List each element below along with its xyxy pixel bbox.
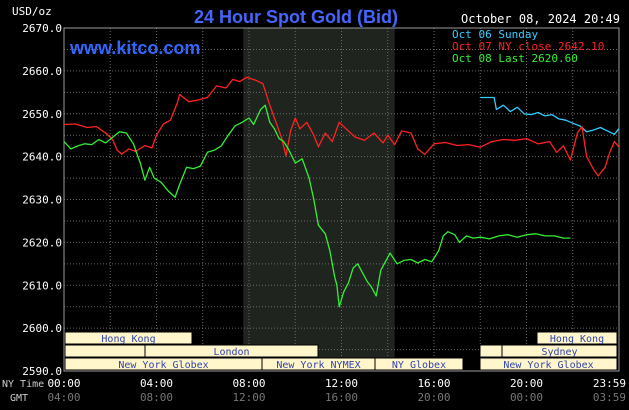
x-tick-label-ny: 16:00 [417, 377, 450, 390]
x-tick-label-ny: 00:00 [47, 377, 80, 390]
x-tick-label-ny: 04:00 [140, 377, 173, 390]
chart-title: 24 Hour Spot Gold (Bid) [194, 7, 398, 27]
x-tick-label-gmt: 03:59 [593, 391, 626, 404]
session-label: Hong Kong [550, 334, 604, 345]
session-box [536, 331, 618, 345]
session-box [144, 344, 319, 358]
x-axis-ny-time-label: NY Time [2, 379, 44, 390]
x-tick-label-gmt: 08:00 [140, 391, 173, 404]
y-tick-label: 2630.0 [22, 194, 62, 207]
legend-item-oct06: Oct 06 Sunday [452, 28, 538, 41]
session-label: NY Globex [392, 360, 446, 371]
series-line-oct06 [480, 96, 620, 135]
session-box [64, 331, 193, 345]
x-axis-gmt-label: GMT [10, 393, 28, 404]
session-label: Sydney [541, 347, 577, 358]
session-label: London [213, 347, 249, 358]
x-tick-label-gmt: 04:00 [47, 391, 80, 404]
legend-item-oct08: Oct 08 Last 2620.60 [452, 52, 578, 65]
session-box [501, 344, 618, 358]
x-tick-label-gmt: 12:00 [232, 391, 265, 404]
chart-date: October 08, 2024 20:49 [461, 12, 620, 26]
plot-area-frame [63, 27, 620, 372]
session-box-blank [479, 344, 503, 358]
y-tick-label: 2600.0 [22, 322, 62, 335]
x-tick-label-gmt: 16:00 [325, 391, 358, 404]
y-tick-label: 2640.0 [22, 151, 62, 164]
session-box [479, 357, 618, 371]
x-tick-label-ny: 20:00 [510, 377, 543, 390]
session-label: Hong Kong [101, 334, 155, 345]
x-tick-label-ny: 12:00 [325, 377, 358, 390]
session-label: New York Globex [503, 360, 593, 371]
session-box-blank [64, 344, 146, 358]
x-tick-label-gmt: 00:00 [510, 391, 543, 404]
session-box [374, 357, 464, 371]
y-tick-label: 2660.0 [22, 65, 62, 78]
y-tick-label: 2620.0 [22, 236, 62, 249]
y-tick-label: 2610.0 [22, 279, 62, 292]
y-tick-label: 2650.0 [22, 108, 62, 121]
series-line-oct07 [63, 76, 620, 177]
y-tick-label: 2670.0 [22, 22, 62, 35]
series-line-oct08 [63, 104, 571, 308]
x-tick-label-ny: 08:00 [232, 377, 265, 390]
session-label: New York Globex [118, 360, 208, 371]
kitco-brand-link[interactable]: www.kitco.com [69, 38, 200, 58]
session-label: New York NYMEX [276, 360, 360, 371]
x-tick-label-gmt: 20:00 [417, 391, 450, 404]
y-tick-label: 2590.0 [22, 365, 62, 378]
x-tick-label-ny: 23:59 [593, 377, 626, 390]
legend-item-oct07: Oct 07 NY close 2642.10 [452, 40, 604, 53]
y-axis-unit-label: USD/oz [12, 5, 52, 18]
